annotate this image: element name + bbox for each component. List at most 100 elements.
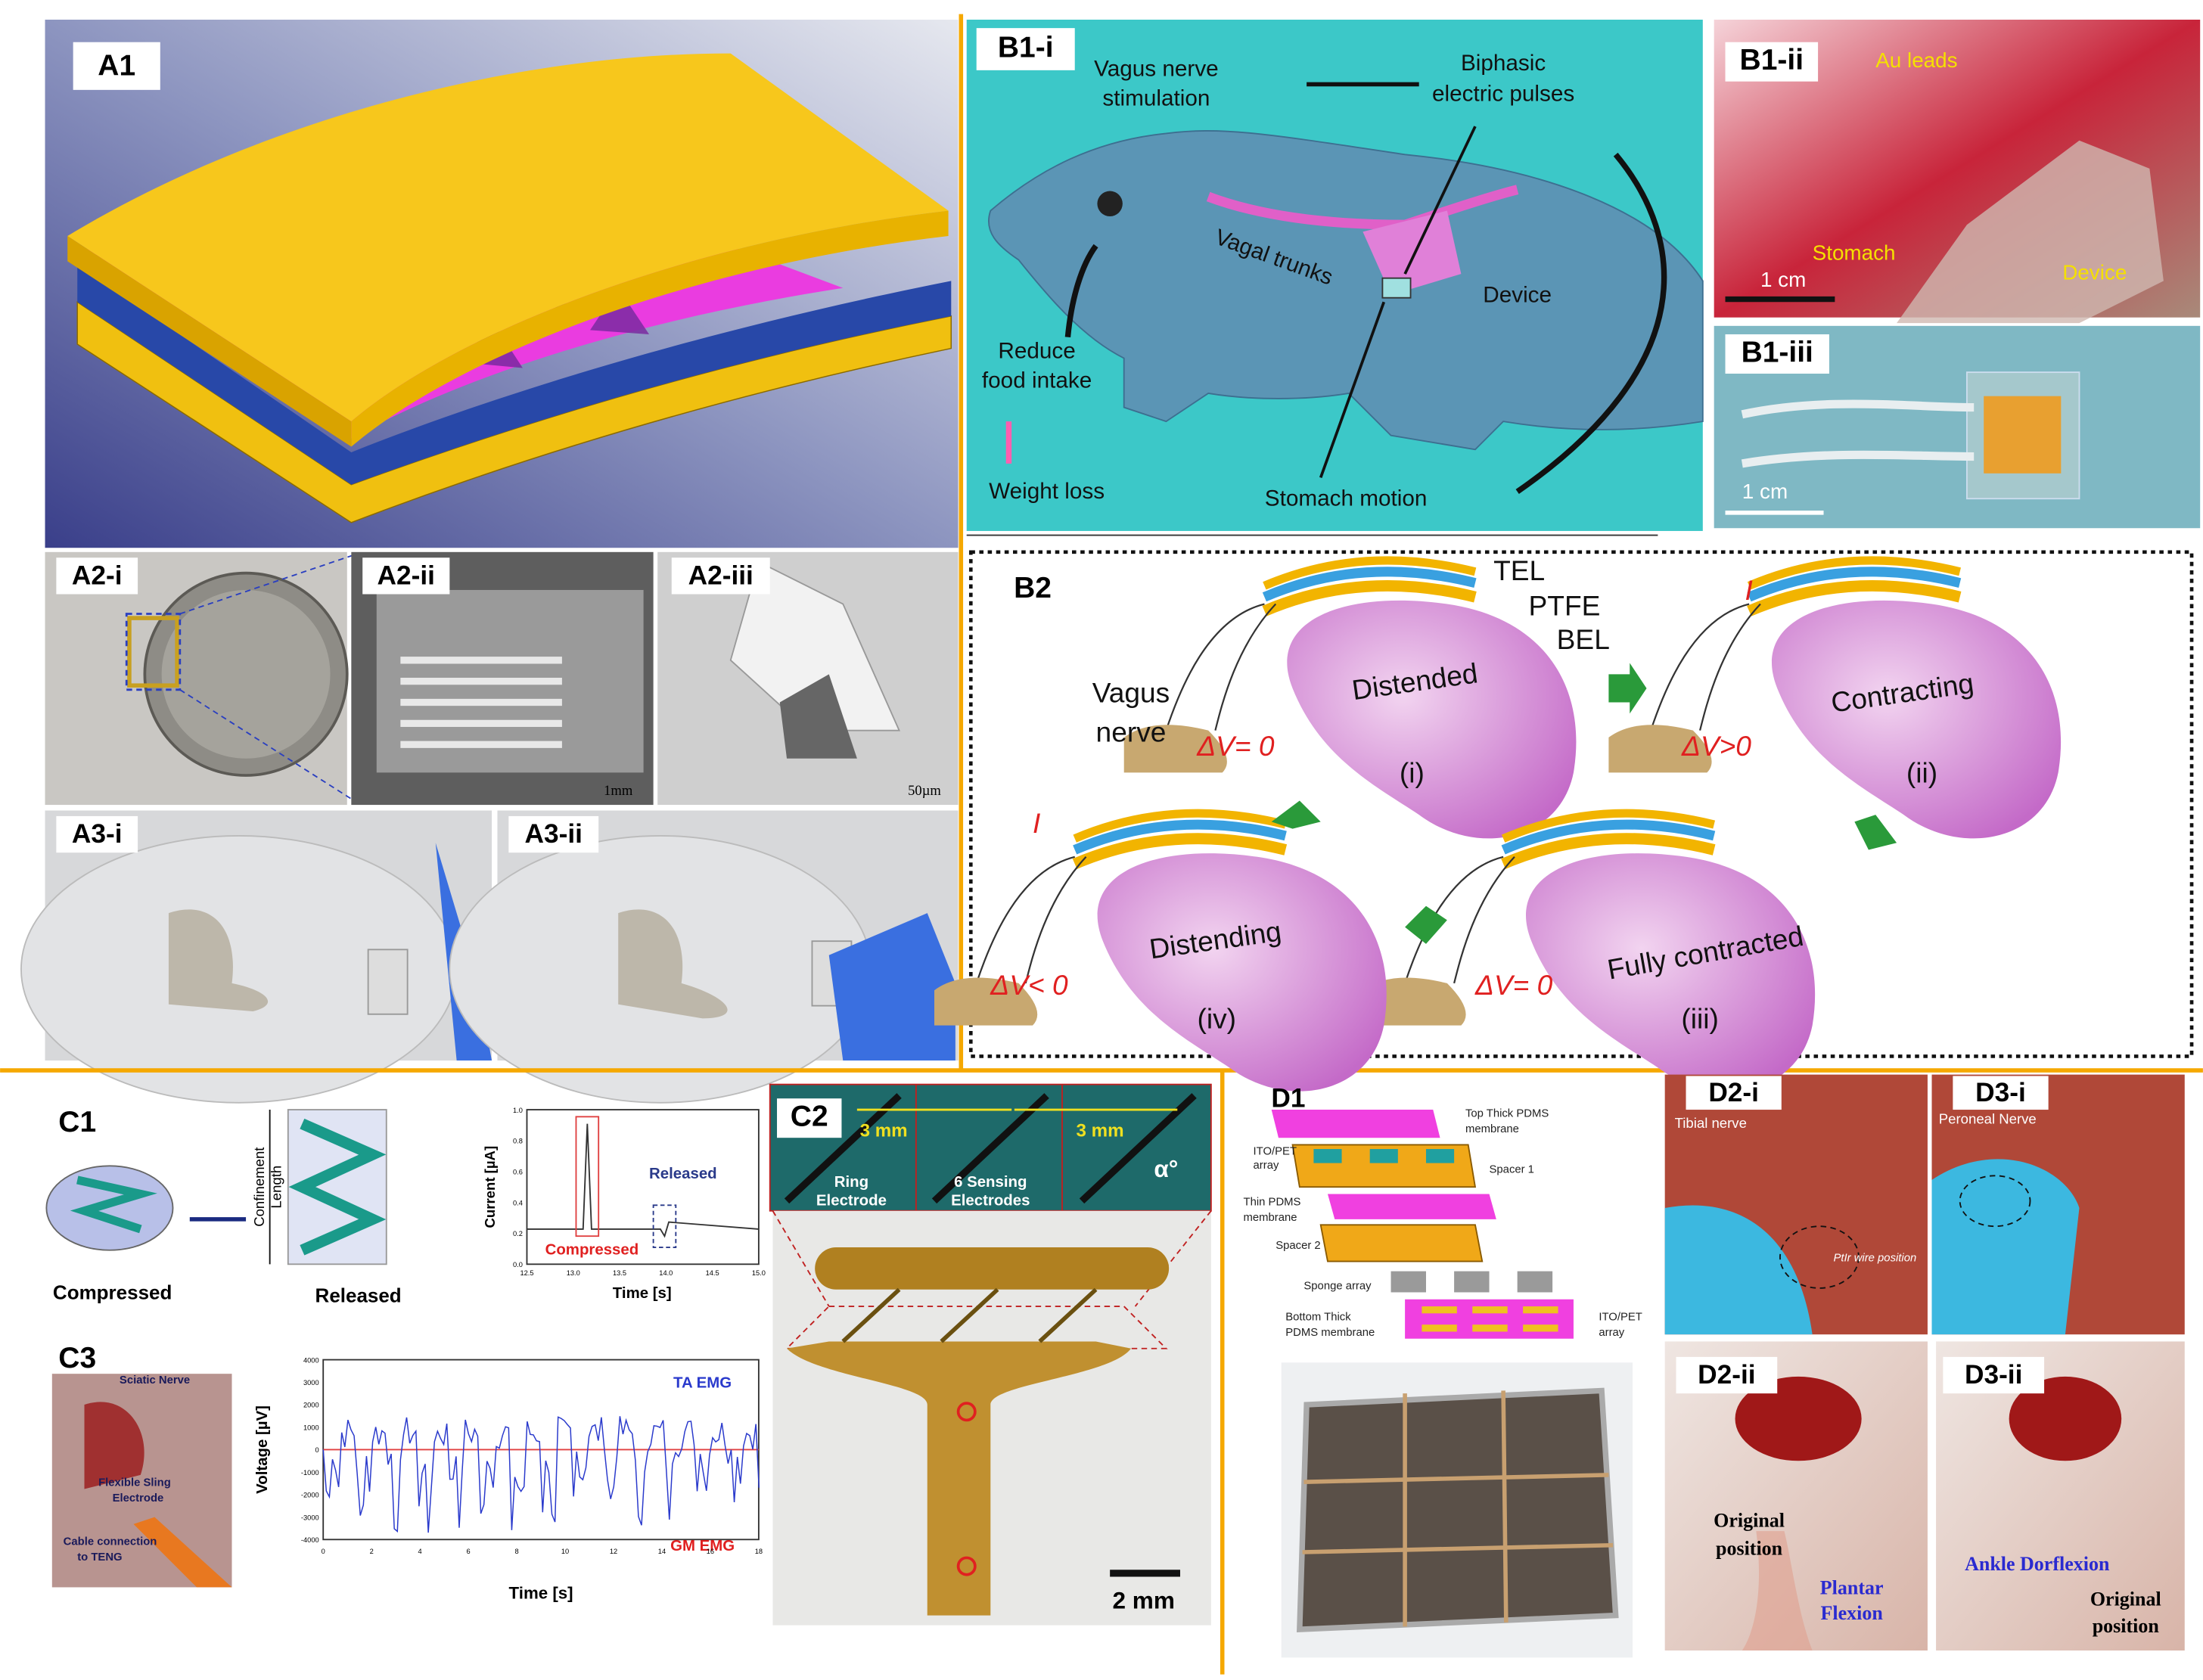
illustration-shape [1725, 42, 1819, 82]
legend-label: GM EMG [670, 1538, 735, 1554]
illustration-shape [1854, 815, 1897, 850]
illustration-shape [67, 235, 352, 447]
illustration-shape [526, 1109, 760, 1265]
group: 3 mm 3 mm [860, 1120, 1124, 1141]
panel-label: D1 [1271, 1083, 1305, 1113]
annotation: Ankle Dorflexion [1965, 1553, 2110, 1575]
axis-label: Current [µA] [482, 1146, 498, 1228]
illustration-shape [1523, 1324, 1558, 1332]
annotation: 6 Sensing [954, 1174, 1027, 1191]
x-tick-label: 14.0 [659, 1269, 673, 1277]
annotation: array [1254, 1160, 1279, 1172]
voltage-label: ΔV= 0 [1474, 969, 1553, 1001]
illustration-shape [76, 300, 952, 523]
scale-bar-label: 1mm [604, 783, 633, 799]
scale-bar-label: 50µm [908, 783, 941, 799]
y-tick-label: -1000 [301, 1469, 319, 1477]
y-tick-label: 0.0 [513, 1261, 523, 1269]
annotation: Device [2062, 261, 2127, 284]
annotation: Weight loss [989, 479, 1105, 504]
illustration-shape [1271, 1110, 1440, 1138]
illustration-shape [168, 909, 269, 1012]
annotation: Released [649, 1166, 717, 1182]
illustration-shape [1779, 1225, 1860, 1289]
illustration-shape [1390, 1271, 1426, 1293]
illustration-shape [45, 1165, 174, 1251]
annotation: position [2093, 1615, 2160, 1637]
y-tick-label: 0.8 [513, 1138, 523, 1145]
axis-label: Time [s] [509, 1583, 573, 1602]
layer-label: PTFE [1529, 589, 1601, 621]
illustration-shape [1134, 1210, 1212, 1307]
illustration-shape [1741, 399, 1975, 468]
illustration-shape [1735, 1376, 1862, 1461]
illustration-shape [1425, 1149, 1455, 1163]
illustration-shape [1302, 1542, 1614, 1554]
group [1422, 1306, 1558, 1332]
y-tick-label: 0 [315, 1446, 318, 1454]
x-tick-label: 18 [755, 1548, 763, 1555]
illustration-shape [70, 1175, 157, 1234]
illustration-shape [67, 53, 949, 422]
illustration-shape [84, 1402, 144, 1489]
illustration-shape [133, 1517, 232, 1588]
illustration-shape [351, 210, 949, 447]
x-tick-label: 0 [322, 1548, 325, 1555]
annotation: 3 mm [1077, 1120, 1124, 1141]
panel-label: C3 [58, 1342, 96, 1374]
illustration-shape [1472, 1306, 1508, 1314]
caption: Compressed [53, 1281, 172, 1304]
annotation: Au leads [1875, 48, 1957, 72]
panel-label: B1-ii [1740, 44, 1804, 76]
layer-label: TEL [1493, 554, 1545, 586]
illustration-shape [1517, 1271, 1553, 1293]
legend-label: TA EMG [673, 1375, 732, 1392]
annotation: ITO/PET [1599, 1312, 1642, 1324]
illustration-shape [367, 949, 409, 1015]
current-label: I [1745, 574, 1753, 606]
illustration-shape [1381, 277, 1412, 299]
annotation: Sponge array [1303, 1281, 1372, 1293]
illustration-shape [1953, 1076, 2049, 1110]
x-tick-label: 4 [418, 1548, 422, 1555]
annotation: Peroneal Nerve [1939, 1111, 2037, 1127]
illustration-shape [1079, 1093, 1197, 1204]
panel-label: A3-i [72, 819, 123, 849]
illustration-shape [1943, 1356, 2045, 1394]
y-tick-label: 0.2 [513, 1230, 523, 1237]
illustration-shape [1501, 1390, 1509, 1623]
caption: Confinement [251, 1147, 267, 1227]
illustration-shape [1454, 1271, 1490, 1293]
illustration-shape [1313, 1149, 1342, 1163]
illustration-shape [1686, 1076, 1782, 1110]
x-tick-label: 12 [610, 1548, 617, 1555]
illustration-shape [815, 1247, 1170, 1290]
step-label: (iii) [1681, 1002, 1718, 1034]
voltage-label: ΔV= 0 [1196, 730, 1275, 762]
y-tick-label: 1.0 [513, 1107, 523, 1114]
illustration-shape [777, 1098, 842, 1138]
group: Sciatic Nerve Flexible Sling Electrode C… [64, 1374, 191, 1564]
x-tick-label: 13.5 [613, 1269, 626, 1277]
illustration-shape [1403, 126, 1477, 275]
illustration-shape [527, 1123, 759, 1238]
illustration-shape [1369, 1149, 1398, 1163]
annotation: Spacer 1 [1490, 1164, 1534, 1176]
y-tick-label: 4000 [303, 1356, 319, 1364]
panel-label: B2 [1014, 572, 1052, 604]
panel-label: D3-i [1975, 1078, 2026, 1107]
panel-label: A3-ii [525, 819, 583, 849]
annotation: Reduce [998, 339, 1075, 364]
illustration-shape [127, 616, 179, 688]
illustration-shape [1319, 301, 1386, 479]
illustration-shape [784, 1093, 902, 1204]
annotation: Sciatic Nerve [120, 1374, 190, 1387]
x-tick-label: 10 [561, 1548, 569, 1555]
group [1271, 663, 1897, 944]
illustration-shape [1422, 1306, 1457, 1314]
illustration-shape [1523, 1306, 1558, 1314]
y-tick-label: 0.6 [513, 1168, 523, 1175]
annotation: Original [1714, 1510, 1785, 1532]
y-tick-label: 2000 [303, 1402, 319, 1409]
illustration-shape [1472, 1324, 1508, 1332]
